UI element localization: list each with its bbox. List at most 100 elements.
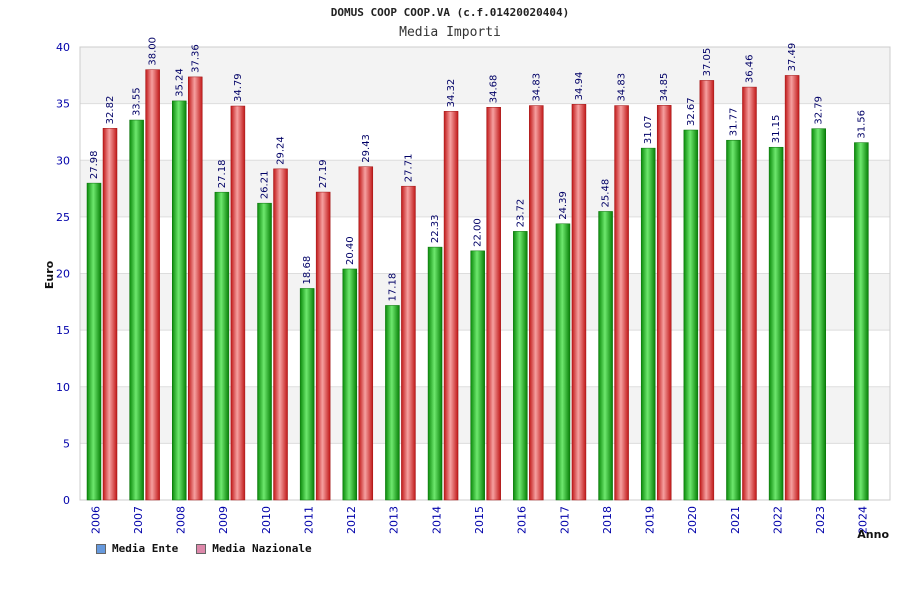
bar-ente	[342, 268, 358, 501]
x-tick-label: 2006	[89, 506, 102, 534]
x-tick-label: 2018	[601, 506, 614, 534]
chart-subtitle: Media Importi	[399, 25, 501, 40]
bar-nazionale	[401, 185, 416, 501]
data-label: 34.83	[617, 73, 628, 102]
y-tick-label: 5	[63, 437, 70, 450]
legend-label-ente: Media Ente	[112, 542, 179, 555]
bar-nazionale	[358, 166, 374, 501]
x-tick-label: 2014	[430, 506, 443, 534]
bar-nazionale	[699, 80, 715, 501]
bar-nazionale	[784, 75, 800, 501]
data-label: 27.98	[89, 150, 100, 179]
y-tick-label: 20	[56, 268, 70, 281]
data-label: 37.05	[702, 48, 713, 77]
data-label: 27.19	[318, 159, 329, 188]
x-tick-label: 2013	[388, 506, 401, 534]
x-tick-label: 2022	[771, 506, 784, 534]
data-label: 38.00	[148, 37, 159, 66]
bar-nazionale	[486, 106, 501, 501]
x-axis-label: Anno	[857, 528, 889, 541]
data-label: 24.39	[558, 191, 569, 220]
bar-ente	[854, 142, 869, 501]
y-tick-label: 40	[56, 41, 70, 54]
bar-ente	[385, 305, 400, 501]
data-label: 37.49	[787, 43, 798, 72]
data-label: 31.77	[728, 108, 739, 137]
data-label: 33.55	[132, 87, 143, 116]
data-label: 32.82	[105, 96, 116, 125]
legend-item-nazionale: Media Nazionale	[196, 542, 312, 555]
bar-nazionale	[529, 105, 544, 501]
data-label: 31.15	[771, 115, 782, 144]
data-label: 23.72	[515, 199, 526, 228]
chart-title: DOMUS COOP COOP.VA (c.f.01420020404)	[330, 6, 570, 19]
data-label: 29.43	[361, 134, 372, 163]
data-label: 22.00	[473, 218, 484, 247]
bar-nazionale	[230, 105, 246, 501]
data-label: 37.36	[190, 44, 201, 73]
bar-ente	[598, 211, 613, 501]
bar-nazionale	[656, 105, 672, 501]
data-label: 34.94	[574, 72, 585, 101]
bar-nazionale	[614, 105, 629, 501]
bar-ente	[470, 250, 485, 501]
bar-ente	[172, 100, 187, 501]
x-tick-label: 2023	[814, 506, 827, 534]
bar-nazionale	[145, 69, 160, 501]
x-tick-label: 2012	[345, 506, 358, 534]
bar-ente	[683, 129, 699, 501]
bar-ente	[214, 191, 230, 501]
data-label: 32.67	[686, 97, 697, 126]
y-tick-label: 10	[56, 381, 70, 394]
bar-nazionale	[443, 111, 459, 501]
data-label: 27.71	[403, 154, 414, 183]
bar-ente	[555, 223, 571, 501]
data-label: 31.07	[643, 115, 654, 144]
x-tick-label: 2021	[729, 506, 742, 534]
bar-nazionale	[102, 128, 118, 501]
y-tick-label: 0	[63, 494, 70, 507]
x-tick-label: 2009	[217, 506, 230, 534]
bar-ente	[513, 231, 528, 501]
data-label: 17.18	[387, 273, 398, 302]
bar-nazionale	[273, 168, 288, 501]
bar-ente	[726, 139, 741, 501]
data-label: 29.24	[276, 136, 287, 165]
x-tick-label: 2016	[516, 506, 529, 534]
data-label: 34.85	[659, 73, 670, 102]
data-label: 34.68	[489, 75, 500, 104]
bar-ente	[257, 202, 272, 501]
bar-ente	[299, 288, 315, 501]
x-tick-label: 2015	[473, 506, 486, 534]
bar-nazionale	[742, 86, 757, 501]
x-tick-label: 2007	[132, 506, 145, 534]
data-label: 35.24	[174, 68, 185, 97]
x-tick-label: 2019	[644, 506, 657, 534]
legend-swatch-nazionale	[196, 543, 207, 554]
bar-ente	[640, 147, 656, 501]
data-label: 18.68	[302, 256, 313, 285]
legend-label-nazionale: Media Nazionale	[212, 542, 312, 555]
data-label: 22.33	[430, 214, 441, 243]
bar-nazionale	[315, 191, 331, 501]
bar-nazionale	[188, 76, 203, 501]
bar-nazionale	[571, 104, 587, 501]
legend-swatch-ente	[96, 543, 106, 554]
plot-border	[79, 46, 891, 501]
data-label: 31.56	[856, 110, 867, 139]
y-tick-label: 15	[56, 324, 70, 337]
bar-ente	[129, 119, 144, 501]
x-tick-label: 2008	[175, 506, 188, 534]
x-tick-label: 2024	[857, 506, 870, 534]
data-label: 34.83	[531, 73, 542, 102]
x-tick-label: 2020	[686, 506, 699, 534]
legend: Media Ente Media Nazionale	[96, 542, 312, 555]
y-tick-label: 25	[56, 211, 70, 224]
y-tick-label: 30	[56, 154, 70, 167]
legend-item-ente: Media Ente	[96, 542, 178, 555]
data-label: 32.79	[814, 96, 825, 125]
x-tick-label: 2017	[558, 506, 571, 534]
data-label: 34.32	[446, 79, 457, 108]
